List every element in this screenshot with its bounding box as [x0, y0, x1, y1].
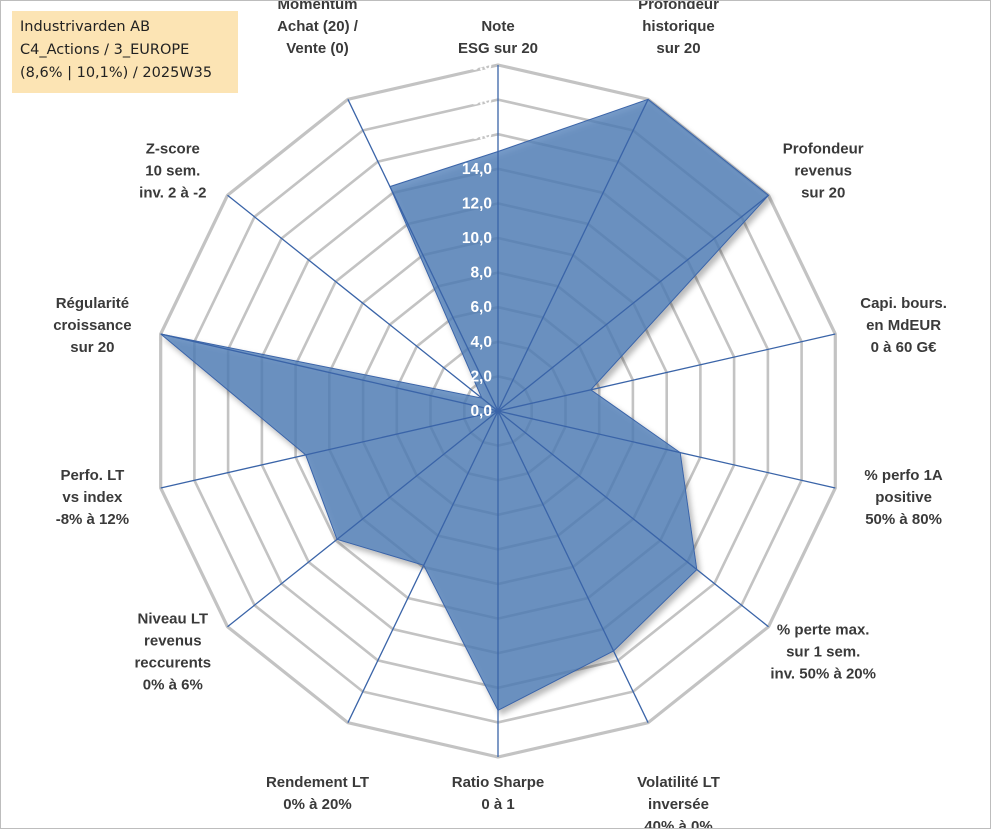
- tick-label: 0,0: [470, 403, 492, 420]
- axis-spoke: [347, 99, 499, 412]
- axis-label: Volatilité LT inversée 40% à 0%: [637, 774, 720, 828]
- tick-label: 10,0: [462, 230, 492, 247]
- axis-label: % perfo 1A positive 50% à 80%: [864, 467, 943, 528]
- axis-label: Capi. bours. en MdEUR 0 à 60 G€: [860, 295, 947, 356]
- series-area: [160, 98, 770, 711]
- axis-spoke: [497, 99, 649, 412]
- tick-label: 6,0: [470, 299, 492, 316]
- axis-label: Perfo. LT vs index -8% à 12%: [56, 467, 129, 528]
- axis-spoke: [347, 410, 499, 723]
- axis-label: Rendement LT 0% à 20%: [266, 774, 369, 813]
- axis-spoke: [497, 410, 769, 628]
- tick-label: 14,0: [462, 161, 492, 178]
- tick-label: 12,0: [462, 195, 492, 212]
- spoke-layer: [160, 65, 836, 757]
- tick-label: 20,0: [462, 57, 492, 74]
- axis-labels: Note ESG sur 20 Profondeur historique sur 20…: [53, 1, 947, 828]
- axis-spoke: [160, 410, 499, 489]
- axis-spoke: [497, 333, 836, 412]
- tick-label: 4,0: [470, 334, 492, 351]
- tick-label: 2,0: [470, 368, 492, 385]
- axis-label: Niveau LT revenus reccurents 0% à 6%: [134, 611, 211, 694]
- axis-label: Régularité croissance sur 20: [53, 295, 131, 356]
- series-layer: [160, 98, 770, 711]
- info-company-name: Industrivarden AB: [20, 19, 151, 35]
- info-box: Industrivarden AB C4_Actions / 3_EUROPE …: [12, 11, 238, 93]
- tick-label: 16,0: [462, 126, 492, 143]
- axis-label: Ratio Sharpe 0 à 1: [452, 774, 545, 813]
- axis-label: Momentum Achat (20) / Vente (0): [277, 1, 359, 57]
- tick-label: 8,0: [470, 265, 492, 282]
- svg-text:% perte max.sur 1 sem.inv. 50%: % perte max. sur 1 sem. inv. 50% à 20%: [770, 622, 876, 683]
- axis-label: Note ESG sur 20: [458, 18, 538, 57]
- axis-label: % perte max. sur 1 sem. inv. 50% à 20%: [770, 622, 876, 683]
- info-stats: (8,6% | 10,1%) / 2025W35: [20, 65, 213, 81]
- tick-labels: 0,0 2,0 4,0 6,0 8,0 10,0 12,0 14,0 16,0 18,0 20,0: [462, 57, 492, 420]
- tick-label: 18,0: [462, 92, 492, 109]
- info-category: C4_Actions / 3_EUROPE: [20, 42, 190, 58]
- axis-spoke: [227, 194, 499, 412]
- axis-spoke: [497, 410, 649, 723]
- axis-spoke: [227, 410, 499, 628]
- axis-spoke: [497, 410, 836, 489]
- axis-label: Profondeur historique sur 20: [638, 1, 719, 57]
- axis-label: Profondeur revenus sur 20: [783, 140, 864, 201]
- axis-label: Z-score 10 sem. inv. 2 à -2: [139, 140, 206, 201]
- svg-text:Rendement LT0% à 20%: Rendement LT 0% à 20%: [266, 774, 369, 813]
- axis-spoke: [160, 333, 499, 412]
- axis-spoke: [497, 194, 769, 412]
